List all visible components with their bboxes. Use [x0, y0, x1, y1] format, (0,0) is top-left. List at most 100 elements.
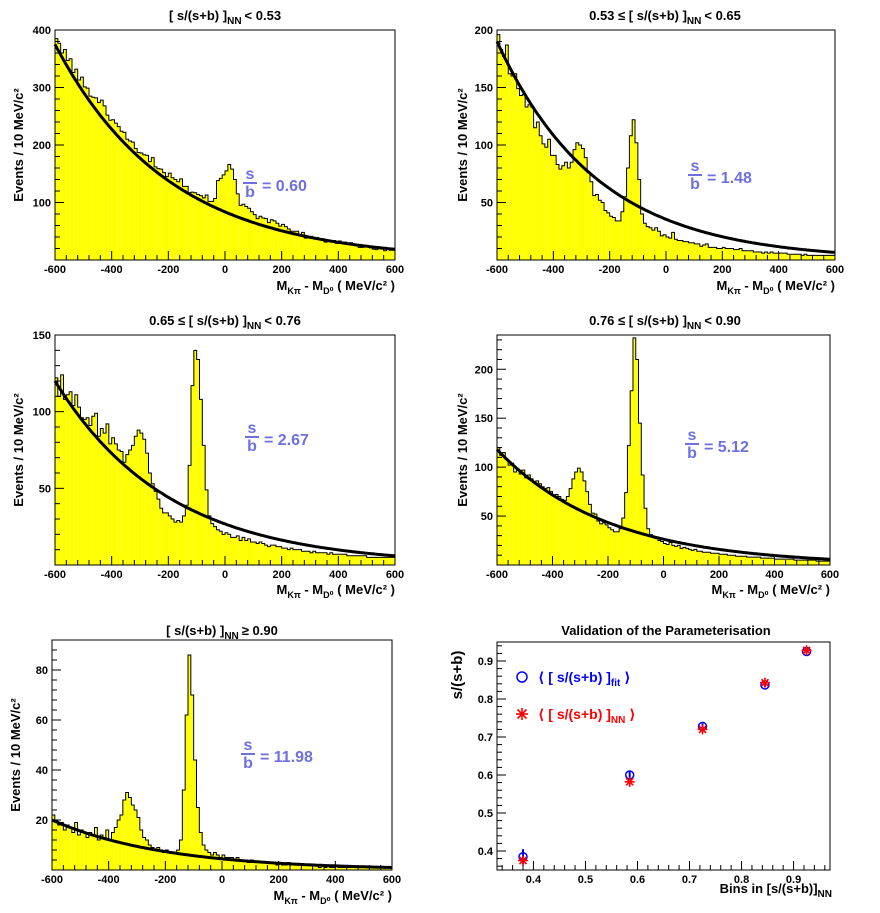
histogram-bin — [738, 556, 742, 565]
histogram-bin — [335, 865, 339, 870]
fit-curve — [495, 40, 836, 254]
x-tick-label: 0.8 — [734, 874, 749, 886]
histogram-bin — [182, 515, 186, 565]
histogram-bin — [97, 102, 101, 260]
histogram-bin — [573, 149, 576, 260]
histogram-bin — [757, 557, 761, 565]
histogram-bin — [563, 500, 567, 565]
histogram-bin — [369, 247, 373, 260]
histogram-bin — [208, 201, 211, 260]
histogram-bin — [809, 255, 813, 260]
histogram-bin — [609, 216, 613, 260]
histogram-bin — [54, 820, 58, 870]
histogram-bin — [502, 56, 506, 261]
histogram-bin — [707, 552, 711, 565]
histogram-bin — [142, 154, 146, 260]
histogram-bin — [386, 249, 390, 260]
x-tick-label: 0 — [222, 569, 228, 581]
histogram-bin — [524, 477, 528, 565]
histogram-bin — [267, 862, 271, 870]
histogram-bin — [674, 239, 678, 260]
histogram-bin — [736, 249, 740, 260]
histogram-bin — [807, 560, 811, 565]
histogram-bin — [604, 210, 607, 260]
histogram-bin — [264, 862, 268, 870]
x-tick-label: 200 — [272, 264, 290, 276]
histogram-bin — [719, 248, 723, 260]
histogram-bin — [560, 499, 564, 565]
histogram-bin — [741, 556, 744, 565]
histogram-bin — [644, 508, 647, 565]
histogram-bin — [267, 222, 271, 260]
histogram-bin — [148, 473, 152, 565]
histogram-bin — [281, 865, 285, 870]
histogram-bin — [270, 545, 274, 565]
panel-5-ratio-value: = 11.98 — [260, 749, 313, 766]
x-tick-label: 0.9 — [786, 874, 801, 886]
histogram-bin — [278, 546, 282, 565]
histogram-bin — [182, 186, 186, 260]
histogram-bin — [596, 520, 600, 565]
histogram-bin — [77, 80, 81, 261]
histogram-bin — [241, 860, 245, 870]
panel-1-title-subscript: NN — [227, 16, 241, 27]
fit-curve — [495, 448, 831, 561]
panel-2-xlabel: MKπ - MD⁰ ( MeV/c² ) — [717, 278, 835, 296]
histogram-bin — [646, 226, 650, 260]
histogram-bin — [324, 242, 327, 260]
x-tick-label: -200 — [154, 874, 176, 886]
histogram-bin — [100, 100, 104, 261]
histogram-bin — [691, 242, 695, 260]
histogram-bin — [159, 508, 163, 565]
y-tick-label: 200 — [475, 25, 493, 37]
histogram-bin — [375, 249, 378, 260]
histogram-bin — [538, 483, 542, 565]
histogram-bin — [125, 139, 129, 260]
histogram-bin — [74, 69, 78, 260]
histogram-bin — [247, 538, 251, 565]
histogram-bin — [389, 557, 393, 565]
histogram-bin — [361, 555, 364, 565]
histogram-bin — [352, 555, 356, 565]
histogram-bin — [193, 760, 197, 870]
histogram-bin — [270, 862, 273, 870]
histogram-bin — [763, 558, 767, 565]
histogram-bin — [324, 552, 327, 565]
x-tick-label: -200 — [157, 264, 179, 276]
histogram-bin — [128, 140, 132, 260]
histogram-bin — [818, 255, 821, 260]
histogram-bin — [315, 552, 319, 565]
plot-area — [495, 34, 836, 261]
histogram-bin — [134, 148, 138, 260]
plot-area — [518, 645, 812, 866]
histogram-bin — [225, 532, 228, 565]
histogram-bin — [619, 528, 622, 565]
histogram-bin — [55, 377, 58, 565]
y-tick-label: 100 — [475, 462, 493, 474]
panel-1-ratio-label: s b = 0.60 — [243, 166, 307, 201]
histogram-bin — [349, 867, 353, 870]
histogram-bin — [380, 249, 384, 260]
histogram-bin — [125, 792, 129, 870]
histogram-bin — [813, 560, 817, 565]
y-tick-label: 200 — [33, 140, 51, 152]
panel-5-title-subscript: NN — [224, 631, 238, 642]
y-tick-label: 0.4 — [478, 846, 494, 858]
histogram-bin — [558, 496, 561, 565]
panel-6-title: Validation of the Parameterisation — [561, 623, 771, 638]
histogram-bin — [145, 155, 149, 260]
histogram-bin — [233, 537, 237, 565]
histogram-bin — [80, 77, 84, 261]
panel-1: [ s/(s+b) ]NN < 0.53 Events / 10 MeV/c² M… — [11, 8, 404, 296]
x-tick-label: -400 — [542, 264, 564, 276]
panel-3-ratio-label: s b = 2.67 — [245, 420, 309, 455]
histogram-bin — [151, 483, 155, 565]
histogram-bin — [233, 860, 237, 870]
panel-3: 0.65 ≤ [ s/(s+b) ]NN < 0.76 Events / 10 M… — [11, 313, 404, 600]
histogram-bin — [77, 407, 81, 565]
histogram-bin — [122, 800, 126, 870]
histogram-bin — [749, 557, 753, 565]
histogram-bin — [505, 459, 509, 565]
panel-2-ratio-value: = 1.48 — [707, 170, 752, 187]
histogram-bin — [176, 181, 180, 260]
